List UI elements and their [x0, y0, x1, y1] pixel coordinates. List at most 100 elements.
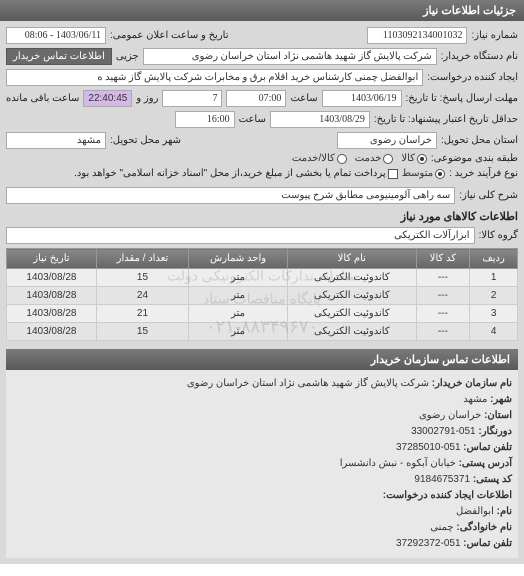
- table-cell: ---: [416, 323, 470, 341]
- table-cell: 21: [96, 305, 188, 323]
- buyer-org-label: نام دستگاه خریدار:: [441, 51, 518, 62]
- table-row[interactable]: 4---کاندوئیت الکتریکیمتر151403/08/28: [7, 323, 518, 341]
- f-fax-val: 051-33002791: [411, 426, 476, 437]
- f-tel2-label: تلفن تماس:: [463, 538, 512, 549]
- radio-service[interactable]: [383, 154, 393, 164]
- radio-both[interactable]: [337, 154, 347, 164]
- radio-service-label: خدمت: [355, 153, 382, 164]
- category-label: طبقه بندی موضوعی:: [431, 153, 518, 164]
- table-cell: متر: [189, 323, 288, 341]
- remain-label: ساعت باقی مانده: [6, 93, 79, 104]
- th-5[interactable]: تاریخ نیاز: [7, 249, 97, 269]
- deadline-label: مهلت ارسال پاسخ: تا تاریخ:: [406, 93, 518, 104]
- desc-label: شرح کلی نیاز:: [459, 190, 518, 201]
- table-cell: ---: [416, 287, 470, 305]
- deadline-date: 1403/06/19: [322, 90, 402, 107]
- contact-buyer-button[interactable]: اطلاعات تماس خریدار: [6, 48, 112, 65]
- radio-mid[interactable]: [435, 169, 445, 179]
- table-cell: 1403/08/28: [7, 323, 97, 341]
- group-label: گروه کالا:: [479, 230, 518, 241]
- table-cell: کاندوئیت الکتریکی: [288, 323, 417, 341]
- radio-goods[interactable]: [417, 154, 427, 164]
- footer-info: نام سازمان خریدار: شرکت پالایش گاز شهید …: [6, 370, 518, 558]
- table-cell: 1: [470, 269, 518, 287]
- checkbox-treasury[interactable]: [388, 169, 398, 179]
- table-cell: 15: [96, 269, 188, 287]
- remain-time: 22:40:45: [83, 90, 132, 107]
- table-cell: 2: [470, 287, 518, 305]
- main-content: شماره نیاز: 1103092134001032 تاریخ و ساع…: [0, 21, 524, 564]
- th-3[interactable]: واحد شمارش: [189, 249, 288, 269]
- province-value: خراسان رضوی: [337, 132, 437, 149]
- proc-note: پرداخت تمام یا بخشی از مبلغ خرید،از محل …: [74, 168, 386, 179]
- table-cell: کاندوئیت الکتریکی: [288, 269, 417, 287]
- table-cell: 24: [96, 287, 188, 305]
- table-cell: ---: [416, 305, 470, 323]
- f-org-val: شرکت پالایش گاز شهید هاشمی نژاد استان خر…: [187, 378, 429, 389]
- announce-value: 1403/06/11 - 08:06: [6, 27, 106, 44]
- panel-header: جزئیات اطلاعات نیاز: [0, 0, 524, 21]
- radio-mid-label: متوسط: [402, 168, 433, 179]
- f-prov-label: استان:: [484, 410, 512, 421]
- table-cell: متر: [189, 269, 288, 287]
- announce-label: تاریخ و ساعت اعلان عمومی:: [110, 30, 229, 41]
- f-tel-label: تلفن تماس:: [463, 442, 512, 453]
- process-label: نوع فرآیند خرید :: [449, 168, 518, 179]
- table-cell: 4: [470, 323, 518, 341]
- table-cell: 15: [96, 323, 188, 341]
- f-city-val: مشهد: [463, 394, 487, 405]
- table-cell: 1403/08/28: [7, 287, 97, 305]
- city-value: مشهد: [6, 132, 106, 149]
- th-2[interactable]: نام کالا: [288, 249, 417, 269]
- items-table: ردیف کد کالا نام کالا واحد شمارش تعداد /…: [6, 248, 518, 341]
- creator-label: ایجاد کننده درخواست:: [427, 72, 518, 83]
- f-tel2-val: 051-37292372: [396, 538, 461, 549]
- deadline-time: 07:00: [226, 90, 286, 107]
- table-cell: ---: [416, 269, 470, 287]
- f-addr-label: آدرس پستی:: [459, 458, 512, 469]
- f-post-label: کد پستی:: [473, 474, 512, 485]
- table-row[interactable]: 2---کاندوئیت الکتریکیمتر241403/08/28: [7, 287, 518, 305]
- f-name-val: ابوالفضل: [456, 506, 494, 517]
- table-cell: 1403/08/28: [7, 269, 97, 287]
- category-radio-group: کالا خدمت کالا/خدمت: [292, 153, 427, 164]
- valid-time: 16:00: [175, 111, 235, 128]
- buyer-org-value: شرکت پالایش گاز شهید هاشمی نژاد استان خر…: [143, 48, 437, 65]
- f-tel-val: 051-37285010: [396, 442, 461, 453]
- province-label: استان محل تحویل:: [441, 135, 518, 146]
- f-lname-val: چمنی: [430, 522, 453, 533]
- valid-label: حداقل تاریخ اعتبار پیشنهاد: تا تاریخ:: [374, 114, 518, 125]
- radio-goods-label: کالا: [401, 153, 415, 164]
- th-1[interactable]: کد کالا: [416, 249, 470, 269]
- f-org-label: نام سازمان خریدار:: [432, 378, 512, 389]
- f-creator-title: اطلاعات ایجاد کننده درخواست:: [383, 490, 512, 501]
- radio-both-label: کالا/خدمت: [292, 153, 335, 164]
- f-addr-val: خیابان آبکوه - نبش دانشسرا: [340, 458, 456, 469]
- table-row[interactable]: 1---کاندوئیت الکتریکیمتر151403/08/28: [7, 269, 518, 287]
- table-cell: متر: [189, 287, 288, 305]
- table-cell: 1403/08/28: [7, 305, 97, 323]
- f-post-val: 9184675371: [414, 474, 470, 485]
- req-no-value: 1103092134001032: [367, 27, 467, 44]
- table-row[interactable]: 3---کاندوئیت الکتریکیمتر211403/08/28: [7, 305, 518, 323]
- deadline-time-label: ساعت: [290, 93, 317, 104]
- f-name-label: نام:: [497, 506, 512, 517]
- f-city-label: شهر:: [490, 394, 512, 405]
- f-prov-val: خراسان رضوی: [419, 410, 481, 421]
- days-left-label: روز و: [136, 93, 158, 104]
- f-fax-label: دورنگار:: [478, 426, 512, 437]
- group-value: ابزارآلات الکتریکی: [6, 227, 475, 244]
- days-left: 7: [162, 90, 222, 107]
- table-cell: 3: [470, 305, 518, 323]
- valid-time-label: ساعت: [239, 114, 266, 125]
- valid-date: 1403/08/29: [270, 111, 370, 128]
- footer-title: اطلاعات تماس سازمان خریدار: [6, 349, 518, 370]
- city-label: شهر محل تحویل:: [110, 135, 181, 146]
- req-no-label: شماره نیاز:: [471, 30, 518, 41]
- th-0[interactable]: ردیف: [470, 249, 518, 269]
- desc-value: سه راهی آلومینیومی مطابق شرح پیوست: [6, 187, 455, 204]
- items-section-title: اطلاعات کالاهای مورد نیاز: [6, 210, 518, 223]
- table-cell: کاندوئیت الکتریکی: [288, 305, 417, 323]
- table-cell: کاندوئیت الکتریکی: [288, 287, 417, 305]
- th-4[interactable]: تعداد / مقدار: [96, 249, 188, 269]
